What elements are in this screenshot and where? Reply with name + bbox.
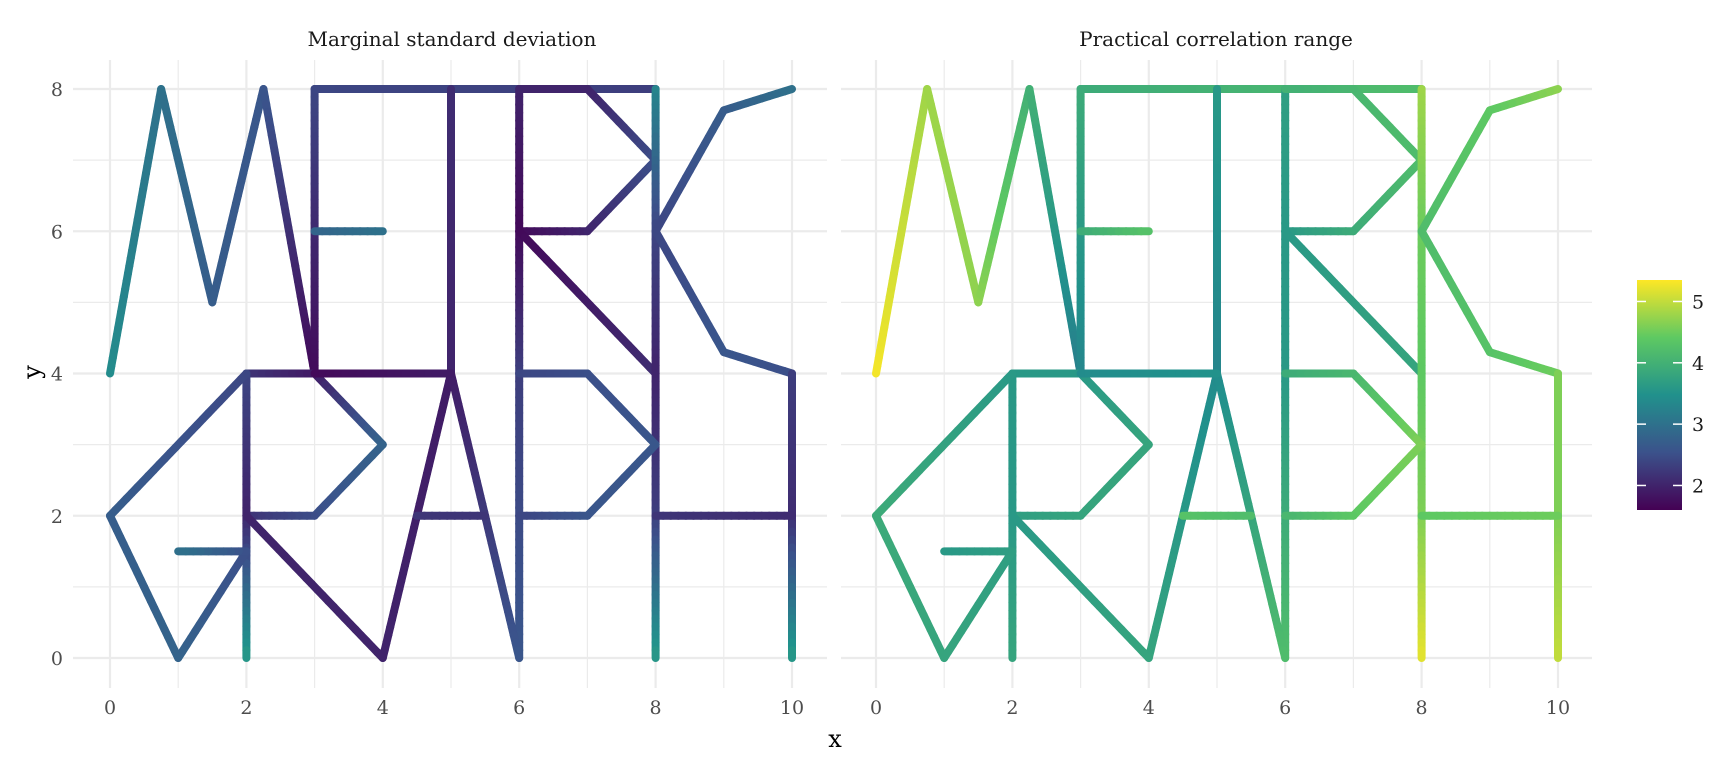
path-segment xyxy=(1076,85,1426,378)
panel-title-range: Practical correlation range xyxy=(1079,27,1353,51)
path-segments-sd xyxy=(106,85,796,662)
x-axis-label: x xyxy=(828,725,842,753)
path-segment xyxy=(1281,369,1426,520)
y-tick-label: 2 xyxy=(51,506,63,528)
path-segment xyxy=(872,85,1085,378)
path-segments-range xyxy=(872,85,1562,662)
x-tick-label: 6 xyxy=(513,697,525,719)
y-tick-label: 6 xyxy=(51,221,63,243)
path-segment xyxy=(242,511,387,662)
y-axis-label: y xyxy=(18,365,46,380)
path-segment xyxy=(651,85,796,378)
x-tick-label: 2 xyxy=(240,697,252,719)
x-tick-label: 8 xyxy=(1416,697,1428,719)
path-segment xyxy=(1008,511,1153,662)
path-segment xyxy=(1008,369,1153,520)
colorbar xyxy=(1637,280,1682,510)
x-tick-label: 8 xyxy=(650,697,662,719)
path-segment xyxy=(1281,85,1426,236)
path-segment xyxy=(515,85,660,236)
panel-sd: Marginal standard deviation 0 2 4 6 8 10 0 2 4 6 8 xyxy=(51,27,827,719)
colorbar-tick-label: 4 xyxy=(1692,353,1704,375)
path-segment xyxy=(106,369,251,662)
tick-labels-range: 0 2 4 6 8 10 xyxy=(870,697,1570,719)
path-segment xyxy=(1144,369,1290,662)
path-segment xyxy=(378,369,524,662)
panel-title-sd: Marginal standard deviation xyxy=(308,27,597,51)
x-tick-label: 2 xyxy=(1006,697,1018,719)
panel-range: Practical correlation range 0 2 4 6 8 10 xyxy=(841,27,1592,719)
y-tick-label: 4 xyxy=(51,364,63,386)
colorbar-tick-label: 3 xyxy=(1692,414,1704,436)
colorbar-tick-label: 2 xyxy=(1692,475,1704,497)
x-tick-label: 10 xyxy=(780,697,804,719)
x-tick-label: 0 xyxy=(870,697,882,719)
x-tick-label: 0 xyxy=(104,697,116,719)
x-tick-label: 10 xyxy=(1546,697,1570,719)
colorbar-legend: 2 3 4 5 xyxy=(1637,280,1704,510)
path-segment xyxy=(515,369,660,520)
x-tick-label: 4 xyxy=(1143,697,1155,719)
x-tick-label: 6 xyxy=(1279,697,1291,719)
y-tick-label: 8 xyxy=(51,79,63,101)
x-tick-label: 4 xyxy=(377,697,389,719)
path-segment xyxy=(515,227,660,378)
tick-labels-sd: 0 2 4 6 8 10 0 2 4 6 8 xyxy=(51,79,804,719)
path-segment xyxy=(872,369,1017,662)
colorbar-ticks: 2 3 4 5 xyxy=(1637,291,1704,497)
colorbar-tick-label: 5 xyxy=(1692,291,1704,313)
y-tick-label: 0 xyxy=(51,648,63,670)
